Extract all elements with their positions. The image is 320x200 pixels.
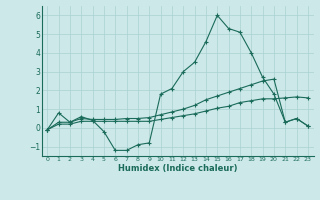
- X-axis label: Humidex (Indice chaleur): Humidex (Indice chaleur): [118, 164, 237, 173]
